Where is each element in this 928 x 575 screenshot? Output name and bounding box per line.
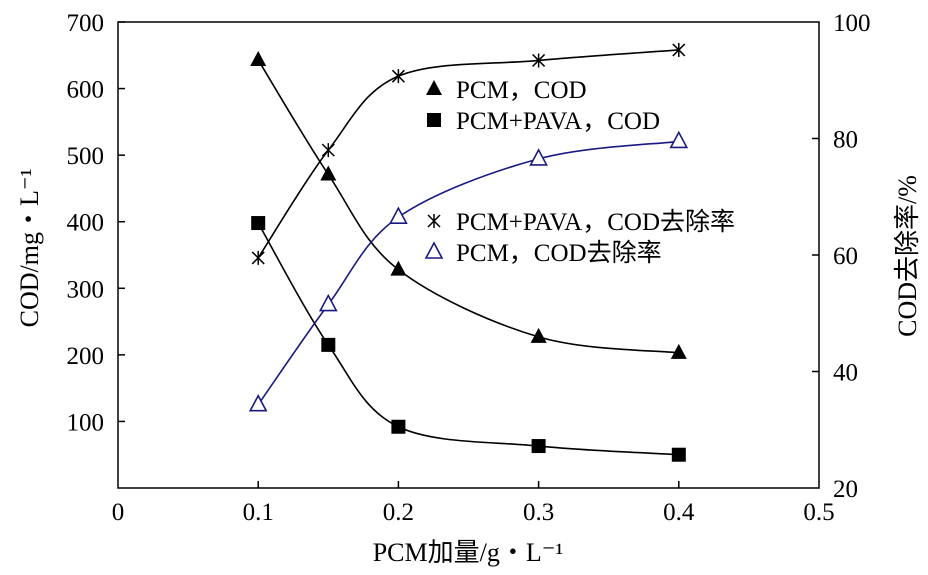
left-y-tick-label: 700 bbox=[67, 10, 105, 37]
data-point bbox=[672, 42, 686, 57]
data-point bbox=[321, 143, 335, 158]
left-y-tick-label: 400 bbox=[67, 210, 105, 237]
legend-label: PCM+PAVA，COD bbox=[456, 108, 660, 135]
x-axis-title: PCM加量/g・L⁻¹ bbox=[373, 538, 564, 567]
legend-marker bbox=[424, 241, 444, 259]
left-y-tick-label: 600 bbox=[67, 77, 105, 104]
right-y-tick-label: 20 bbox=[833, 476, 858, 503]
left-y-tick-label: 300 bbox=[67, 276, 105, 303]
data-point bbox=[318, 293, 338, 312]
right-y-axis: 20 40 60 80 100 bbox=[812, 10, 871, 503]
x-tick-label: 0 bbox=[112, 499, 125, 526]
data-point bbox=[531, 439, 546, 454]
left-y-tick-label: 100 bbox=[67, 409, 105, 436]
x-tick-label: 0.3 bbox=[523, 499, 554, 526]
right-y-tick-label: 40 bbox=[833, 360, 858, 387]
legend-marker bbox=[427, 214, 441, 228]
data-point bbox=[321, 337, 336, 352]
data-point bbox=[391, 69, 405, 84]
legend: PCM，COD PCM+PAVA，COD PCM+PAVA，COD去除率 PCM，CO… bbox=[424, 77, 735, 267]
left-y-tick-label: 500 bbox=[67, 143, 105, 170]
right-y-tick-label: 60 bbox=[833, 243, 858, 270]
data-point bbox=[669, 130, 689, 149]
left-y-axis: 100 200 300 400 500 600 700 bbox=[67, 10, 125, 436]
right-y-axis-title: COD去除率/% bbox=[893, 175, 922, 337]
data-point bbox=[250, 50, 267, 66]
series-markers bbox=[248, 42, 689, 462]
data-point bbox=[670, 343, 687, 359]
legend-marker bbox=[426, 80, 442, 95]
data-point bbox=[320, 165, 337, 181]
left-y-tick-label: 200 bbox=[67, 343, 105, 370]
left-y-axis-title: COD/mg・L⁻¹ bbox=[15, 169, 44, 328]
right-y-tick-label: 80 bbox=[833, 127, 858, 154]
data-point bbox=[251, 216, 266, 231]
right-y-tick-label: 100 bbox=[833, 10, 871, 37]
data-point bbox=[671, 447, 686, 462]
data-point bbox=[391, 419, 406, 434]
legend-label: PCM，COD去除率 bbox=[456, 239, 662, 267]
legend-marker bbox=[427, 113, 441, 127]
series-line bbox=[257, 140, 679, 406]
data-point bbox=[248, 394, 268, 412]
x-tick-label: 0.5 bbox=[803, 499, 834, 526]
x-tick-label: 0.4 bbox=[663, 499, 695, 526]
data-point bbox=[530, 327, 547, 343]
x-axis: 0 0.1 0.2 0.3 0.4 0.5 bbox=[112, 481, 835, 526]
data-point bbox=[251, 250, 265, 265]
data-point bbox=[532, 53, 546, 68]
legend-label: PCM，COD bbox=[456, 77, 587, 104]
x-tick-label: 0.1 bbox=[243, 499, 274, 526]
data-point bbox=[390, 260, 407, 276]
data-point bbox=[529, 148, 548, 166]
x-tick-label: 0.2 bbox=[383, 499, 414, 526]
legend-label: PCM+PAVA，COD去除率 bbox=[456, 208, 735, 236]
data-point bbox=[389, 206, 408, 224]
